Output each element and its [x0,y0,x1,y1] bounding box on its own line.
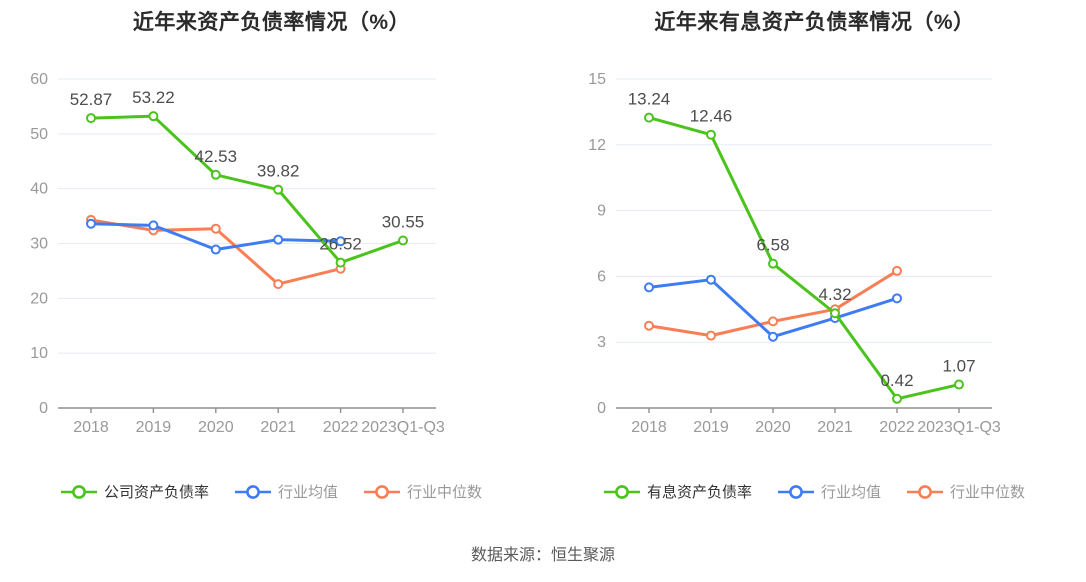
svg-text:1.07: 1.07 [942,357,975,376]
legend-label: 行业中位数 [950,484,1026,501]
series-行业均值[interactable] [86,218,346,255]
svg-text:6.58: 6.58 [756,236,789,255]
data-labels: 13.24 12.46 6.58 4.32 0.42 1.07 [628,90,976,390]
legend-label: 行业中位数 [407,484,483,501]
x-axis: 2018 2019 2020 2021 2022 2023Q1-Q3 [58,407,445,436]
legend-item-有息资产负债率[interactable]: 有息资产负债率 [603,481,752,502]
line-chart: 0 3 6 9 12 15 2018 2019 2020 2021 2022 2023Q1-Q3 13.… [588,71,1001,436]
svg-text:2023Q1-Q3: 2023Q1-Q3 [361,419,445,436]
svg-text:50: 50 [30,126,48,143]
svg-text:2022: 2022 [879,419,915,436]
svg-text:13.24: 13.24 [628,90,671,109]
svg-text:30: 30 [30,236,48,253]
legend-marker-icon [907,484,943,499]
series-行业中位数[interactable] [644,265,902,341]
data-source-label: 数据来源：恒生聚源 [470,547,615,564]
series-行业均值[interactable] [644,274,902,342]
data-labels: 52.87 53.22 42.53 39.82 26.52 30.55 [70,88,425,253]
legend-item-行业均值[interactable]: 行业均值 [777,481,881,502]
legend-label: 公司资产负债率 [103,484,209,501]
svg-text:60: 60 [30,71,48,88]
legend-label: 行业均值 [820,484,881,501]
line-chart: 0 10 20 30 40 50 60 2018 2019 2020 2021 2022 2023Q1-… [30,71,445,436]
legend-marker-icon [60,484,97,499]
svg-text:2021: 2021 [817,419,853,436]
legend-label: 有息资产负债率 [646,484,752,501]
chart-asset-liability-ratio: 近年来资产负债率情况（%） 0 10 20 30 40 50 60 2018 2019 2020 2… [0,0,543,528]
svg-text:52.87: 52.87 [70,90,113,109]
legend-item-行业中位数[interactable]: 行业中位数 [364,481,482,502]
svg-text:3: 3 [597,334,606,351]
legend-marker-icon [603,484,640,499]
svg-text:2019: 2019 [136,419,172,436]
x-axis: 2018 2019 2020 2021 2022 2023Q1-Q3 [616,407,1001,436]
svg-text:53.22: 53.22 [132,88,175,107]
legend-marker-icon [777,484,814,499]
legend-marker-icon [364,484,400,499]
svg-text:39.82: 39.82 [257,162,300,181]
legend: 有息资产负债率 行业均值 行业中位数 [543,481,1086,502]
svg-text:2018: 2018 [73,419,109,436]
series-公司资产负债率[interactable] [86,111,408,268]
svg-text:0.42: 0.42 [880,371,913,390]
y-axis-labels: 0 3 6 9 12 15 [588,71,606,417]
svg-text:0: 0 [39,400,48,417]
svg-text:9: 9 [597,203,606,220]
svg-text:6: 6 [597,268,606,285]
svg-text:30.55: 30.55 [382,212,425,231]
legend-marker-icon [234,484,271,499]
chart-interest-bearing-ratio: 近年来有息资产负债率情况（%） 0 3 6 9 12 15 2018 2019 2020 2021… [543,0,1086,528]
svg-text:15: 15 [588,71,606,88]
legend-item-公司资产负债率[interactable]: 公司资产负债率 [60,481,209,502]
svg-text:12.46: 12.46 [690,107,733,126]
svg-text:2022: 2022 [323,419,359,436]
svg-text:10: 10 [30,345,48,362]
grid-lines [58,78,436,354]
svg-text:40: 40 [30,181,48,198]
svg-text:2023Q1-Q3: 2023Q1-Q3 [917,419,1001,436]
legend-label: 行业均值 [277,484,338,501]
svg-text:2020: 2020 [198,419,234,436]
series-有息资产负债率[interactable] [644,112,964,404]
grid-lines [616,78,992,343]
svg-text:2018: 2018 [631,419,667,436]
svg-text:26.52: 26.52 [319,235,362,254]
svg-text:42.53: 42.53 [195,147,238,166]
svg-text:20: 20 [30,290,48,307]
y-axis-labels: 0 10 20 30 40 50 60 [30,71,48,417]
svg-text:12: 12 [588,137,606,154]
svg-text:2021: 2021 [260,419,296,436]
chart-title: 近年来有息资产负债率情况（%） [654,11,975,34]
charts-row: 近年来资产负债率情况（%） 0 10 20 30 40 50 60 2018 2019 2020 2… [0,0,1086,528]
svg-text:4.32: 4.32 [818,285,851,304]
svg-text:2020: 2020 [755,419,791,436]
legend-item-行业均值[interactable]: 行业均值 [234,481,338,502]
legend-item-行业中位数[interactable]: 行业中位数 [907,481,1025,502]
svg-text:2019: 2019 [693,419,729,436]
svg-text:0: 0 [597,400,606,417]
legend: 公司资产负债率 行业均值 行业中位数 [0,481,543,502]
chart-title: 近年来资产负债率情况（%） [132,11,411,34]
